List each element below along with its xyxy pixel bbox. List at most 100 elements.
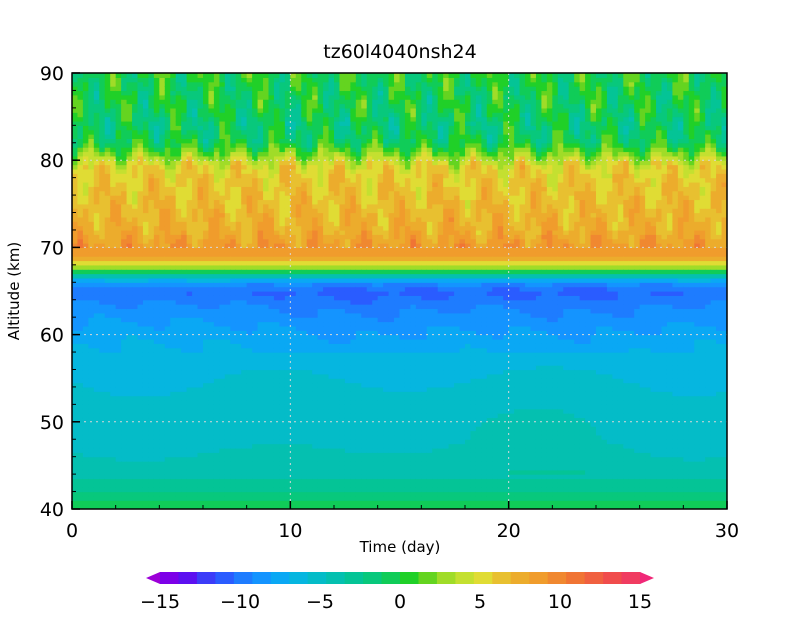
heatmap-cell <box>153 382 160 388</box>
heatmap-cell <box>159 116 166 122</box>
heatmap-cell <box>257 456 264 462</box>
heatmap-cell <box>137 382 144 388</box>
heatmap-cell <box>284 256 291 262</box>
heatmap-cell <box>192 430 199 436</box>
heatmap-cell <box>328 334 335 340</box>
heatmap-cell <box>82 282 89 288</box>
heatmap-cell <box>290 352 297 357</box>
heatmap-cell <box>323 221 330 227</box>
heatmap-cell <box>273 312 281 318</box>
heatmap-cell <box>104 229 111 235</box>
heatmap-cell <box>197 269 204 275</box>
heatmap-cell <box>121 312 128 318</box>
heatmap-cell <box>192 173 199 179</box>
heatmap-cell <box>339 195 346 201</box>
heatmap-cell <box>115 251 122 257</box>
heatmap-cell <box>246 182 253 187</box>
heatmap-cell <box>213 216 220 222</box>
heatmap-cell <box>88 469 95 475</box>
heatmap-cell <box>328 330 335 336</box>
heatmap-cell <box>197 386 204 392</box>
heatmap-cell <box>241 173 248 179</box>
heatmap-cell <box>175 317 182 323</box>
heatmap-cell <box>110 378 117 384</box>
heatmap-cell <box>181 474 188 480</box>
heatmap-cell <box>252 325 259 331</box>
heatmap-cell <box>241 147 248 153</box>
heatmap-cell <box>137 391 144 397</box>
heatmap-cell <box>241 190 248 196</box>
heatmap-cell <box>263 221 270 227</box>
heatmap-cell <box>219 395 226 401</box>
heatmap-cell <box>284 99 291 105</box>
heatmap-cell <box>137 430 144 436</box>
heatmap-cell <box>203 225 210 231</box>
heatmap-cell <box>181 469 188 475</box>
heatmap-cell <box>99 221 106 227</box>
heatmap-cell <box>306 229 313 235</box>
heatmap-cell <box>203 487 210 493</box>
heatmap-cell <box>137 120 144 126</box>
heatmap-cell <box>339 312 346 318</box>
heatmap-cell <box>110 86 117 92</box>
heatmap-cell <box>170 495 177 501</box>
heatmap-cell <box>317 504 324 509</box>
heatmap-cell <box>126 77 133 83</box>
heatmap-cell <box>235 177 242 183</box>
heatmap-cell <box>284 360 291 366</box>
heatmap-cell <box>252 212 259 218</box>
heatmap-cell <box>121 469 128 475</box>
heatmap-cell <box>104 378 111 384</box>
heatmap-cell <box>208 125 215 131</box>
heatmap-cell <box>110 195 117 201</box>
heatmap-cell <box>175 434 182 440</box>
heatmap-cell <box>104 260 111 266</box>
heatmap-cell <box>317 264 324 270</box>
heatmap-cell <box>104 395 111 401</box>
heatmap-cell <box>115 168 122 174</box>
heatmap-cell <box>115 456 122 462</box>
heatmap-cell <box>137 251 144 257</box>
heatmap-cell <box>104 190 111 196</box>
heatmap-cell <box>290 116 297 122</box>
heatmap-cell <box>197 352 204 357</box>
heatmap-cell <box>203 500 210 506</box>
heatmap-cell <box>88 243 95 248</box>
heatmap-cell <box>82 421 89 427</box>
heatmap-cell <box>235 369 242 375</box>
heatmap-cell <box>104 352 111 357</box>
heatmap-cell <box>99 408 106 414</box>
heatmap-cell <box>295 238 302 244</box>
heatmap-cell <box>284 304 291 310</box>
heatmap-cell <box>93 482 100 488</box>
heatmap-cell <box>77 168 84 174</box>
heatmap-cell <box>301 404 308 410</box>
heatmap-cell <box>88 434 95 440</box>
heatmap-cell <box>230 487 237 493</box>
heatmap-cell <box>246 395 253 401</box>
heatmap-cell <box>115 116 122 122</box>
heatmap-cell <box>142 391 150 397</box>
heatmap-cell <box>88 177 95 183</box>
heatmap-cell <box>334 199 341 205</box>
heatmap-cell <box>257 469 264 475</box>
heatmap-cell <box>181 338 188 344</box>
heatmap-cell <box>115 404 122 410</box>
heatmap-cell <box>142 421 150 427</box>
heatmap-cell <box>110 430 117 436</box>
heatmap-cell <box>279 469 286 475</box>
heatmap-cell <box>317 81 324 87</box>
heatmap-cell <box>230 347 237 353</box>
heatmap-cell <box>273 112 281 118</box>
heatmap-cell <box>290 304 297 310</box>
heatmap-cell <box>252 216 259 222</box>
heatmap-cell <box>126 256 133 262</box>
heatmap-cell <box>148 216 155 222</box>
heatmap-cell <box>323 247 330 253</box>
heatmap-cell <box>213 439 220 445</box>
heatmap-cell <box>72 212 79 218</box>
heatmap-cell <box>317 408 324 414</box>
heatmap-cell <box>284 317 291 323</box>
heatmap-cell <box>213 478 220 484</box>
heatmap-cell <box>252 182 259 187</box>
